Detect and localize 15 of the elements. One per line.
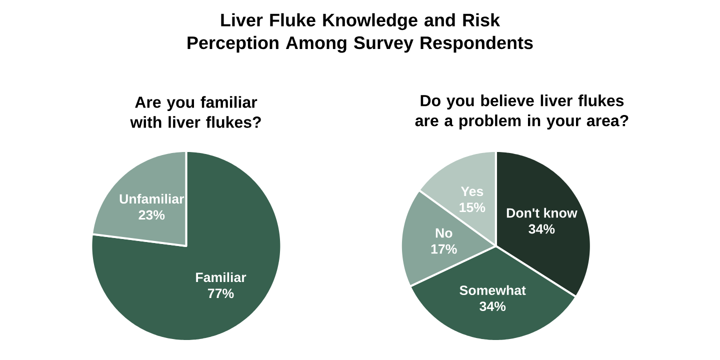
- slice-label: No: [436, 228, 452, 238]
- chart-subtitle: Are you familiar with liver flukes?: [130, 96, 261, 128]
- chart-subtitle: Do you believe liver flukes are a problem in your area?: [415, 94, 628, 130]
- data-label: 34%: [528, 224, 555, 234]
- slice-label: Familiar: [196, 272, 246, 282]
- data-label: 34%: [480, 302, 506, 312]
- data-label: 17%: [431, 244, 457, 254]
- slice-label: Yes: [460, 186, 484, 196]
- data-label: 77%: [208, 288, 234, 298]
- slice-label: Somewhat: [460, 285, 526, 296]
- text: Liver Fluke Knowledge and Risk Perception Among Survey Respondents: [188, 13, 533, 53]
- slice-label: Don't know: [506, 208, 578, 218]
- data-label: 23%: [138, 210, 165, 220]
- slice-label: Unfamiliar: [120, 194, 184, 204]
- data-label: 15%: [460, 202, 486, 212]
